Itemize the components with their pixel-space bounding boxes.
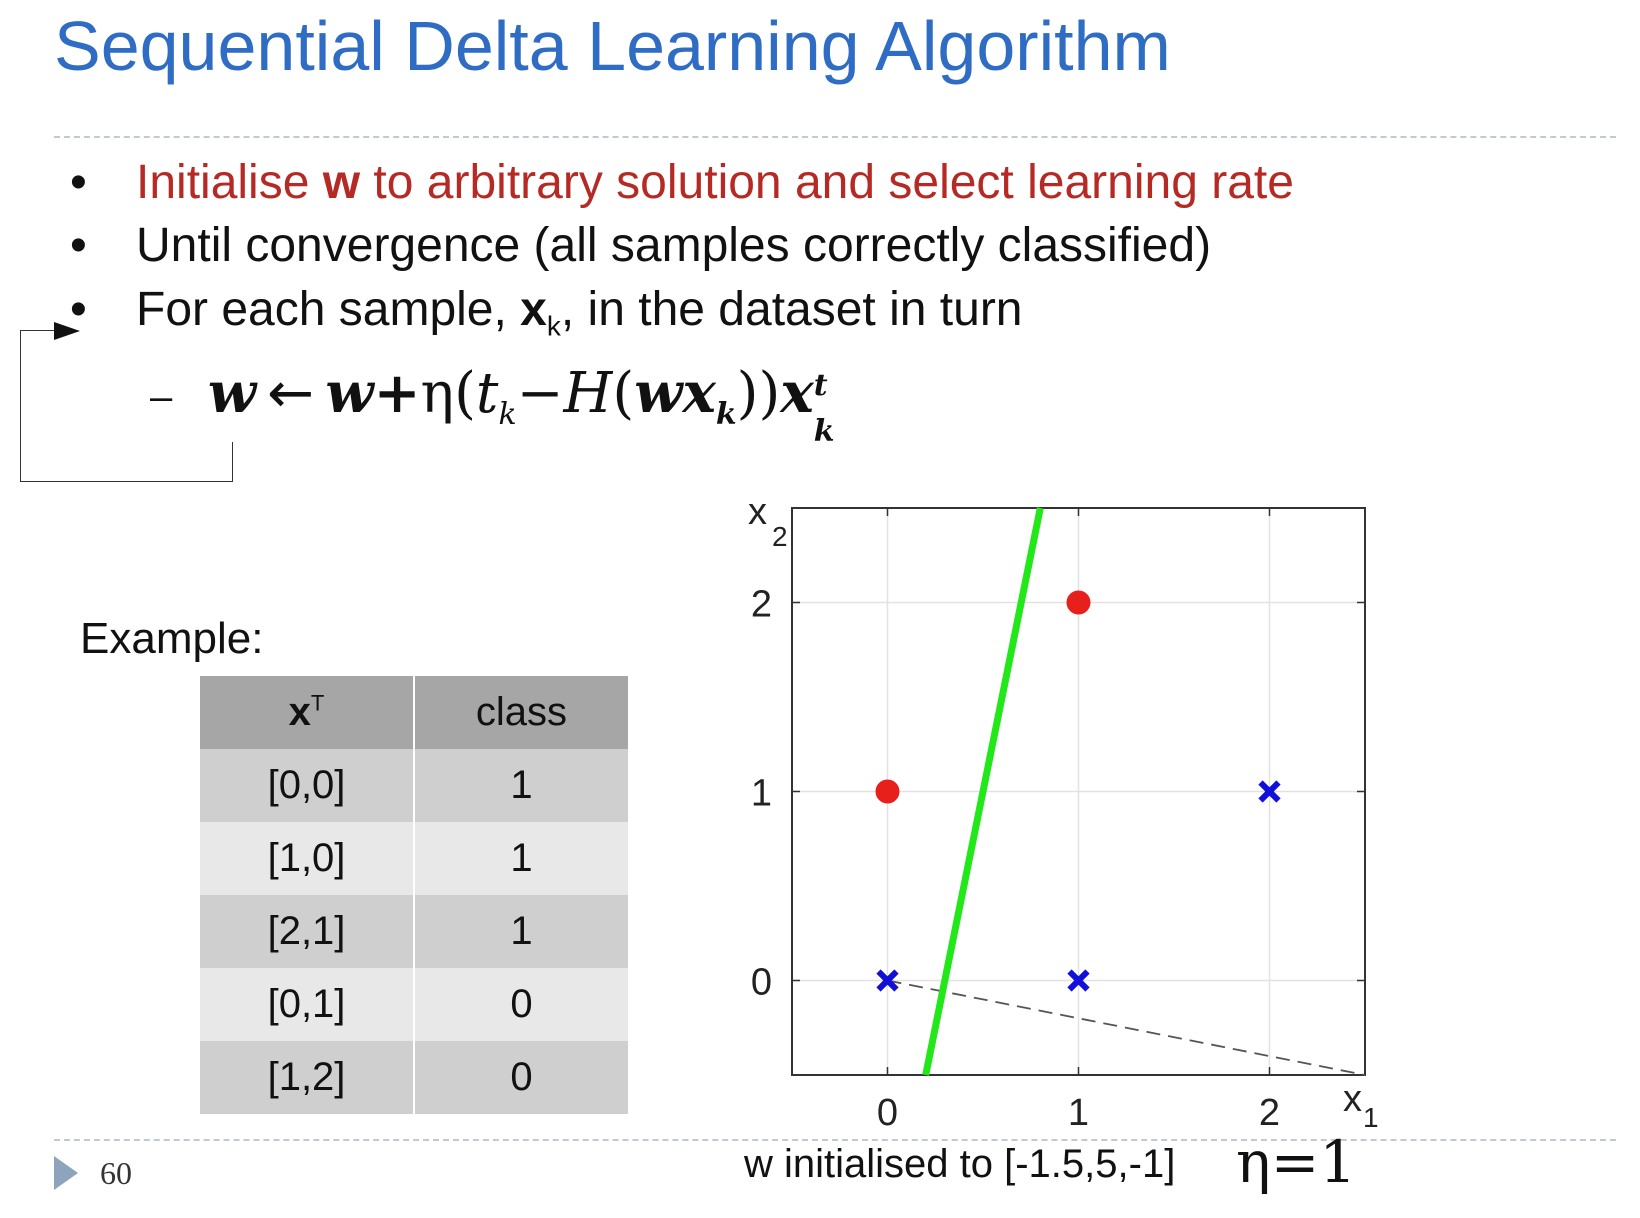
class-1-point xyxy=(1066,590,1091,615)
example-table: xT class [0,0] 1 [1,0] 1 [2,1] 1 [0,1] 0… xyxy=(200,676,630,1114)
bottom-divider xyxy=(54,1139,1616,1141)
bullet-dot: • xyxy=(70,156,87,209)
cell-x: [1,2] xyxy=(200,1041,415,1114)
page-number: 60 xyxy=(100,1155,132,1191)
weight-vector-line xyxy=(887,979,1366,1076)
top-divider xyxy=(54,136,1616,138)
divider-gap xyxy=(735,1128,1360,1138)
cell-x: [1,0] xyxy=(200,822,415,895)
y-tick-label: 1 xyxy=(751,773,772,815)
table-header-row: xT class xyxy=(200,676,630,749)
learning-rate: η=1 xyxy=(1236,1128,1357,1196)
loop-bracket-top xyxy=(20,330,60,331)
x-tick-label: 2 xyxy=(1259,1092,1280,1130)
table-row: [1,2] 0 xyxy=(200,1041,630,1114)
loop-bracket xyxy=(20,330,233,482)
cross-stroke xyxy=(876,969,899,992)
cross-stroke xyxy=(1258,780,1281,803)
slide-title: Sequential Delta Learning Algorithm xyxy=(54,7,1171,85)
bullet-text: Initialise w to arbitrary solution and s… xyxy=(136,156,1294,209)
table-row: [0,1] 0 xyxy=(200,968,630,1041)
chart-caption: w initialised to [-1.5,5,-1] xyxy=(744,1142,1176,1186)
bullet-dot: • xyxy=(70,219,87,272)
y-tick-label: 2 xyxy=(751,584,772,626)
class-0-point xyxy=(1258,780,1281,803)
bullet-text: For each sample, xk, in the dataset in t… xyxy=(136,283,1023,342)
x-tick-label: 0 xyxy=(877,1092,898,1130)
loop-bracket-right xyxy=(232,442,233,482)
class-1-point xyxy=(875,779,900,804)
cross-stroke xyxy=(1067,969,1090,992)
cell-class: 0 xyxy=(414,968,630,1041)
cell-x: [2,1] xyxy=(200,895,415,968)
class-0-point xyxy=(876,969,899,992)
cell-class: 0 xyxy=(414,1041,630,1114)
column-header-class: class xyxy=(414,676,630,749)
x-axis-label: x xyxy=(1343,1078,1362,1120)
loop-arrow-icon xyxy=(54,322,80,340)
x-axis-label-subscript: 1 xyxy=(1363,1102,1379,1130)
table-row: [1,0] 1 xyxy=(200,822,630,895)
y-tick-label: 0 xyxy=(751,962,772,1004)
column-header-x: xT xyxy=(200,676,415,749)
cell-class: 1 xyxy=(414,895,630,968)
page-marker-icon xyxy=(54,1156,78,1190)
cell-x: [0,1] xyxy=(200,968,415,1041)
example-label: Example: xyxy=(80,614,264,663)
table-row: [0,0] 1 xyxy=(200,749,630,822)
decision-boundary-line xyxy=(922,507,1044,1076)
y-axis-label: x xyxy=(748,491,767,533)
bullet-text: Until convergence (all samples correctly… xyxy=(136,219,1212,272)
y-axis-label-subscript: 2 xyxy=(772,521,788,552)
x-tick-label: 1 xyxy=(1068,1092,1089,1130)
cell-x: [0,0] xyxy=(200,749,415,822)
update-equation: – w ← w+η(tk−H(wxk))x t k xyxy=(150,360,835,449)
class-0-point xyxy=(1067,969,1090,992)
table-row: [2,1] 1 xyxy=(200,895,630,968)
cell-class: 1 xyxy=(414,749,630,822)
cell-class: 1 xyxy=(414,822,630,895)
